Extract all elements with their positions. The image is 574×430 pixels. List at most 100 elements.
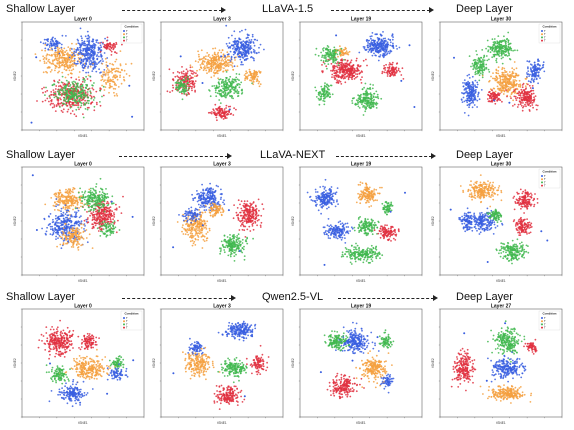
scatter-point (477, 66, 480, 69)
scatter-point (482, 65, 485, 68)
scatter-point (196, 69, 198, 72)
scatter-point (214, 67, 217, 70)
scatter-point (477, 92, 480, 95)
scatter-point (526, 72, 528, 74)
scatter-point (217, 67, 220, 70)
scatter-point (495, 57, 498, 60)
scatter-point (391, 63, 394, 66)
scatter-point (75, 115, 78, 118)
scatter-point (512, 81, 515, 83)
scatter-point (536, 68, 539, 71)
scatter-point (201, 62, 203, 65)
scatter-point (88, 54, 90, 57)
scatter-point (93, 97, 96, 99)
scatter-point (186, 72, 189, 74)
scatter-point (229, 95, 232, 98)
scatter-point (345, 62, 347, 65)
scatter-point (514, 88, 517, 91)
scatter-point (100, 49, 103, 52)
scatter-point (507, 89, 510, 91)
scatter-point (245, 37, 248, 40)
scatter-point (88, 61, 91, 63)
scatter-point (251, 35, 254, 38)
scatter-point (109, 62, 111, 65)
scatter-point (69, 104, 72, 106)
scatter-point (226, 94, 229, 96)
scatter-point (229, 50, 232, 53)
scatter-point (389, 75, 391, 77)
scatter-point (54, 110, 57, 112)
scatter-point (65, 69, 67, 72)
scatter-point (101, 75, 104, 78)
scatter-point (81, 64, 84, 67)
scatter-point (212, 63, 215, 66)
scatter-point (236, 43, 239, 45)
scatter-point (87, 71, 90, 74)
scatter-point (237, 90, 240, 93)
scatter-point (73, 62, 76, 64)
scatter-point (51, 39, 54, 42)
scatter-point (75, 108, 78, 111)
scatter-point (107, 47, 109, 49)
scatter-point (507, 83, 510, 85)
scatter-point (337, 55, 339, 58)
scatter-point (320, 59, 323, 62)
scatter-point (508, 89, 511, 92)
scatter-point (325, 65, 328, 68)
scatter-point (464, 82, 466, 84)
scatter-point (82, 93, 85, 96)
scatter-point (482, 58, 484, 61)
scatter-point (329, 48, 332, 51)
scatter-point (357, 99, 359, 102)
scatter-point (197, 53, 200, 56)
scatter-point (241, 54, 243, 57)
scatter-point (519, 92, 522, 95)
scatter-point (505, 47, 507, 50)
scatter-point (222, 118, 225, 120)
scatter-point (214, 62, 216, 64)
scatter-point (504, 81, 507, 84)
tsne-panel: Layer 30 tSNE1 tSNE2 Condition T T T T (428, 16, 566, 142)
scatter-point (343, 48, 345, 51)
scatter-point (191, 89, 193, 92)
scatter-point (369, 35, 372, 38)
scatter-point (225, 64, 228, 67)
scatter-point (239, 38, 242, 41)
scatter-point (112, 48, 115, 51)
scatter-point (389, 49, 392, 52)
scatter-point (383, 40, 386, 42)
scatter-point (386, 75, 389, 77)
scatter-point (499, 80, 502, 82)
scatter-point (227, 105, 230, 108)
scatter-point (329, 96, 332, 98)
scatter-point (253, 77, 256, 79)
scatter-point (45, 57, 48, 60)
scatter-point (350, 65, 352, 68)
scatter-point (230, 96, 233, 99)
scatter-point (227, 92, 230, 95)
scatter-point (102, 60, 104, 62)
scatter-point (69, 66, 71, 69)
scatter-point (519, 95, 522, 97)
scatter-point (55, 58, 58, 61)
scatter-point (522, 82, 525, 85)
scatter-point (87, 67, 89, 69)
scatter-point (237, 41, 240, 44)
scatter-point (533, 72, 536, 75)
scatter-point (373, 92, 375, 95)
scatter-point (510, 49, 513, 52)
scatter-point (515, 99, 518, 101)
scatter-point (223, 67, 225, 70)
scatter-point (481, 49, 484, 51)
scatter-point (179, 76, 182, 78)
scatter-point (315, 96, 318, 98)
scatter-point (116, 94, 119, 97)
scatter-point (61, 71, 64, 74)
scatter-point (512, 85, 515, 87)
scatter-point (236, 65, 239, 68)
scatter-point (499, 92, 501, 95)
scatter-point (79, 85, 82, 87)
scatter-point (469, 102, 472, 105)
scatter-point (110, 70, 113, 73)
